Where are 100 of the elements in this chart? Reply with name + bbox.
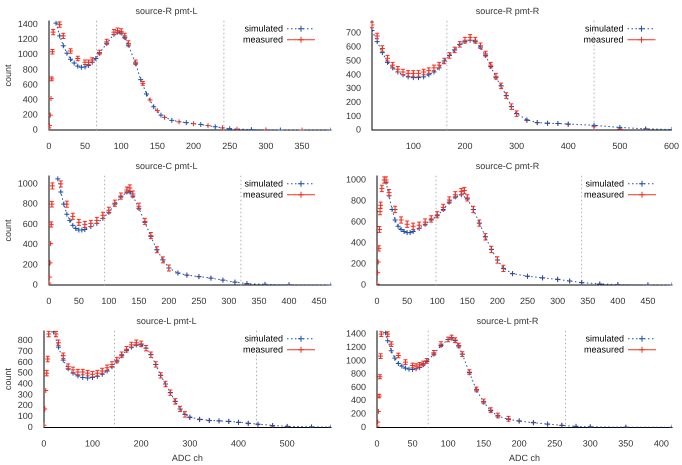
y-tick-label: 0 bbox=[32, 280, 38, 290]
y-tick-label: 100 bbox=[346, 110, 362, 121]
y-tick-label: 1400 bbox=[18, 19, 38, 30]
x-tick-label: 50 bbox=[80, 141, 90, 152]
legend-label: simulated bbox=[584, 23, 624, 34]
x-tick-label: 100 bbox=[114, 141, 129, 152]
chart-title: source-C pmt-R bbox=[476, 160, 540, 171]
legend-label: measured bbox=[583, 34, 624, 44]
y-tick-label: 1000 bbox=[18, 178, 38, 188]
chart-title: source-R pmt-R bbox=[476, 6, 540, 16]
y-tick-label: 1200 bbox=[346, 342, 366, 352]
x-axis-title: ADC ch bbox=[509, 453, 540, 464]
y-tick-label: 300 bbox=[18, 389, 33, 400]
y-tick-label: 600 bbox=[346, 42, 362, 52]
x-tick-label: 250 bbox=[520, 296, 536, 306]
x-tick-label: 400 bbox=[231, 438, 246, 448]
x-tick-label: 150 bbox=[476, 438, 492, 448]
x-tick-label: 300 bbox=[582, 438, 598, 448]
x-tick-label: 100 bbox=[406, 141, 421, 152]
x-tick-label: 200 bbox=[512, 438, 527, 448]
chart-title: source-R pmt-L bbox=[135, 6, 198, 16]
y-tick-label: 0 bbox=[32, 124, 38, 135]
y-tick-label: 700 bbox=[18, 346, 33, 356]
y-tick-label: 800 bbox=[22, 198, 38, 209]
legend-label: simulated bbox=[244, 178, 283, 188]
legend-label: measured bbox=[584, 189, 624, 200]
y-tick-label: 200 bbox=[350, 258, 366, 269]
y-tick-label: 800 bbox=[350, 368, 366, 379]
y-tick-label: 0 bbox=[28, 422, 33, 432]
x-tick-label: 300 bbox=[258, 141, 274, 152]
x-tick-label: 300 bbox=[550, 296, 566, 306]
y-tick-label: 200 bbox=[22, 110, 38, 120]
x-tick-label: 0 bbox=[46, 296, 52, 306]
y-tick-label: 0 bbox=[361, 280, 366, 290]
y-tick-label: 200 bbox=[346, 96, 362, 107]
y-tick-label: 600 bbox=[350, 382, 366, 392]
y-tick-label: 400 bbox=[350, 238, 366, 248]
legend-label: simulated bbox=[244, 23, 283, 34]
legend-label: measured bbox=[242, 189, 283, 200]
legend-label: measured bbox=[242, 344, 283, 354]
x-tick-label: 400 bbox=[281, 296, 296, 306]
x-tick-label: 100 bbox=[440, 438, 456, 448]
y-tick-label: 400 bbox=[350, 395, 366, 406]
y-tick-label: 400 bbox=[22, 239, 38, 250]
x-tick-label: 300 bbox=[221, 296, 236, 306]
y-tick-label: 200 bbox=[350, 408, 366, 419]
x-tick-label: 50 bbox=[74, 296, 84, 306]
x-tick-label: 200 bbox=[457, 141, 472, 152]
x-tick-label: 400 bbox=[610, 296, 626, 306]
x-tick-label: 50 bbox=[402, 296, 412, 306]
x-tick-label: 300 bbox=[182, 438, 198, 448]
x-tick-label: 350 bbox=[618, 438, 634, 448]
y-tick-label: 800 bbox=[18, 335, 33, 346]
y-tick-label: 0 bbox=[356, 124, 362, 135]
y-tick-label: 500 bbox=[346, 55, 362, 66]
x-tick-label: 350 bbox=[294, 141, 310, 152]
legend-label: simulated bbox=[585, 178, 624, 188]
y-tick-label: 1000 bbox=[346, 174, 366, 184]
y-axis-title: count bbox=[2, 368, 13, 390]
legend-label: measured bbox=[584, 344, 624, 354]
x-tick-label: 500 bbox=[612, 141, 628, 152]
y-tick-label: 800 bbox=[22, 64, 38, 74]
x-tick-label: 350 bbox=[251, 296, 266, 306]
x-tick-label: 350 bbox=[580, 296, 596, 306]
x-tick-label: 100 bbox=[430, 296, 445, 306]
y-tick-label: 400 bbox=[346, 69, 362, 80]
legend-label: simulated bbox=[244, 333, 283, 344]
y-tick-label: 1000 bbox=[346, 355, 366, 366]
x-tick-label: 450 bbox=[311, 296, 327, 306]
x-tick-label: 150 bbox=[460, 296, 475, 306]
x-axis-title: ADC ch bbox=[172, 453, 203, 464]
x-tick-label: 100 bbox=[84, 438, 100, 448]
x-tick-label: 200 bbox=[161, 296, 176, 306]
y-tick-label: 800 bbox=[350, 196, 366, 206]
y-tick-label: 400 bbox=[18, 378, 33, 388]
y-tick-label: 200 bbox=[18, 400, 33, 410]
chart-title: source-L pmt-R bbox=[476, 316, 539, 326]
y-tick-label: 600 bbox=[350, 216, 366, 227]
y-tick-label: 300 bbox=[346, 83, 362, 94]
x-tick-label: 500 bbox=[280, 438, 295, 448]
y-tick-label: 400 bbox=[22, 94, 38, 105]
y-tick-label: 1400 bbox=[346, 328, 366, 339]
x-tick-label: 50 bbox=[408, 438, 418, 448]
x-tick-label: 250 bbox=[191, 296, 206, 306]
x-tick-label: 0 bbox=[46, 141, 52, 152]
y-tick-label: 200 bbox=[22, 259, 38, 270]
x-tick-label: 0 bbox=[374, 438, 380, 448]
chart-title: source-C pmt-L bbox=[135, 160, 198, 171]
x-tick-label: 200 bbox=[134, 438, 149, 448]
y-tick-label: 600 bbox=[22, 218, 38, 229]
y-tick-label: 700 bbox=[346, 28, 362, 38]
x-tick-label: 0 bbox=[374, 296, 380, 306]
x-tick-label: 150 bbox=[150, 141, 165, 152]
chart-title: source-L pmt-L bbox=[136, 316, 197, 326]
x-tick-label: 150 bbox=[131, 296, 146, 306]
x-tick-label: 250 bbox=[547, 438, 562, 448]
legend-label: measured bbox=[242, 34, 283, 44]
y-axis-title: count bbox=[2, 64, 13, 87]
y-tick-label: 1000 bbox=[18, 49, 38, 60]
x-tick-label: 250 bbox=[222, 141, 238, 152]
